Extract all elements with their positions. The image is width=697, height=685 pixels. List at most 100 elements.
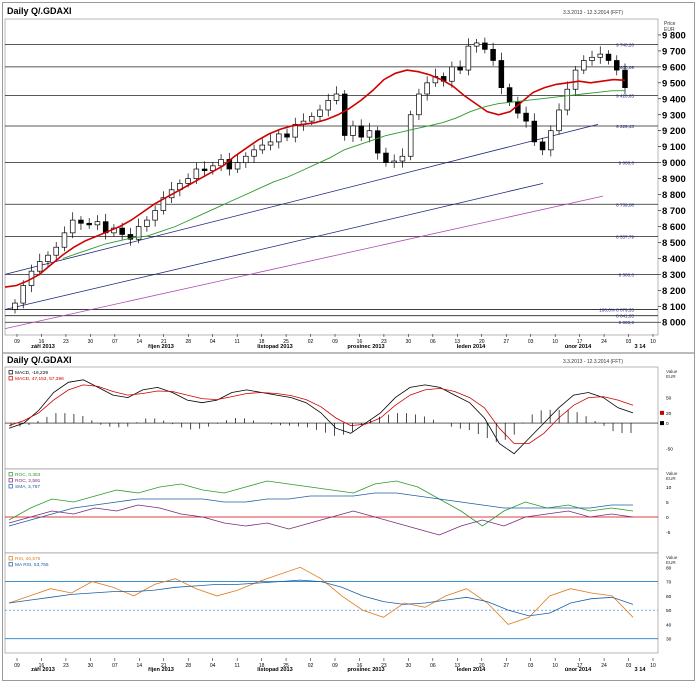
legend-swatch xyxy=(8,376,13,381)
price-y-tick-label: 9 700 xyxy=(662,46,686,57)
candle-body xyxy=(614,60,620,71)
x-tick-label: 18 xyxy=(259,339,265,345)
indicator-line xyxy=(8,384,634,444)
indicator-line xyxy=(8,492,633,527)
macd-value-marker xyxy=(660,421,664,426)
x-tick-label: 09 xyxy=(14,339,20,345)
x-tick-label: 21 xyxy=(161,339,167,345)
panel-plot-area xyxy=(4,366,659,470)
candle-body xyxy=(36,261,43,272)
price-unit-label: EUR xyxy=(664,27,675,33)
candle xyxy=(317,104,323,122)
level-line-label: 8 041,05 xyxy=(616,314,634,319)
candle xyxy=(226,152,233,176)
x-tick-label: 25 xyxy=(283,339,289,345)
x-month-label: 3 14 xyxy=(635,344,647,350)
x-tick-label: 20 xyxy=(479,663,485,669)
panel-plot-area xyxy=(4,552,659,654)
indicator-line xyxy=(8,579,634,617)
chart-canvas: Daily Q/.GDAXI 3.3.2013 - 12.3.2014 (FFT… xyxy=(3,6,694,673)
candle xyxy=(523,106,529,128)
candle xyxy=(127,227,134,246)
candle xyxy=(424,76,430,101)
candle xyxy=(284,128,290,142)
legend-swatch xyxy=(8,562,13,567)
price-y-tick-label: 8 800 xyxy=(662,190,686,201)
x-tick-label: 03 xyxy=(626,339,632,345)
price-y-tick-label: 8 400 xyxy=(662,254,686,265)
candle-body xyxy=(581,60,587,71)
candle xyxy=(556,103,562,135)
candle-body xyxy=(473,42,480,47)
candle-body xyxy=(490,48,496,61)
rsi-y-tick-label: 60 xyxy=(666,594,672,600)
candle-body xyxy=(325,100,331,111)
x-month-label: prosinec 2013 xyxy=(347,344,384,350)
level-line-label: 9 740,26 xyxy=(616,42,634,47)
candle-body xyxy=(424,82,430,95)
candle-body xyxy=(251,149,257,157)
indicator-line xyxy=(8,504,634,536)
x-tick-label: 10 xyxy=(552,663,558,669)
candle-body xyxy=(564,88,571,111)
indicator-line xyxy=(8,379,634,455)
candle xyxy=(416,88,422,121)
x-tick-label: 13 xyxy=(455,339,461,345)
level-line-label: 8 537,79 xyxy=(616,234,634,239)
candle-body xyxy=(482,42,488,50)
indicator-legend-label: MA RSI, 53,755 xyxy=(15,562,49,568)
x-tick-label: 23 xyxy=(63,663,69,669)
candle-body xyxy=(160,197,167,211)
candle xyxy=(498,52,505,95)
candle-body xyxy=(498,60,505,88)
price-y-tick-label: 8 700 xyxy=(662,206,686,217)
price-unit-label: Price xyxy=(664,21,676,27)
price-chart[interactable]: 8 000 8 100 8 200 8 300 8 400 8 500 8 600 8 700… xyxy=(4,18,686,336)
candle-body xyxy=(144,219,150,227)
candle-body xyxy=(589,56,595,61)
indicator-legend-label: ROC, 0,353 xyxy=(15,472,41,478)
candle-body xyxy=(20,285,26,304)
price-y-tick-label: 9 600 xyxy=(662,62,686,73)
price-y-tick-label: 9 000 xyxy=(662,158,686,169)
candle xyxy=(135,218,142,244)
indicator-legend-label: MACD, 47,153, 57,396 xyxy=(15,376,64,382)
x-month-label: říjen 2013 xyxy=(148,344,174,350)
candle xyxy=(251,144,257,163)
candle-body xyxy=(234,162,241,170)
x-month-label: listopad 2013 xyxy=(257,667,292,673)
macd-y-tick-label: -50 xyxy=(666,447,673,453)
price-plot-area xyxy=(4,18,659,336)
x-tick-label: 02 xyxy=(308,663,314,669)
level-line-label: 8 000,0 xyxy=(619,320,635,325)
candle-body xyxy=(317,109,323,117)
candle xyxy=(564,81,571,116)
candle xyxy=(78,216,84,230)
candle-body xyxy=(548,130,554,151)
candle-body xyxy=(457,66,463,71)
candle-body xyxy=(597,53,604,58)
candle-body xyxy=(399,155,406,162)
roc-y-tick-label: -5 xyxy=(666,530,671,536)
candle xyxy=(490,42,496,66)
candle xyxy=(12,299,18,314)
candle-body xyxy=(374,130,381,154)
candle xyxy=(531,113,538,146)
x-tick-label: 16 xyxy=(39,663,45,669)
candle xyxy=(614,55,620,76)
rsi-y-tick-label: 80 xyxy=(666,565,672,571)
indicator-x-axis: 09 16 23 30 07 14 21 28 04 11 18 25 02 09 16 23 30 06 13 20… xyxy=(14,658,656,673)
candle-body xyxy=(226,159,233,170)
candle xyxy=(267,134,274,151)
price-x-axis: 09 16 23 30 07 14 21 28 04 11 18 25 02 09 16 23 30 06 13 20… xyxy=(14,334,656,350)
candle-body xyxy=(358,125,364,138)
x-tick-label: 25 xyxy=(283,663,289,669)
candle xyxy=(201,161,208,178)
price-y-tick-label: 8 100 xyxy=(662,302,686,313)
candle-body xyxy=(523,112,529,122)
macd-y-tick-label: 20 xyxy=(666,411,672,417)
macd-value-marker xyxy=(660,410,664,415)
